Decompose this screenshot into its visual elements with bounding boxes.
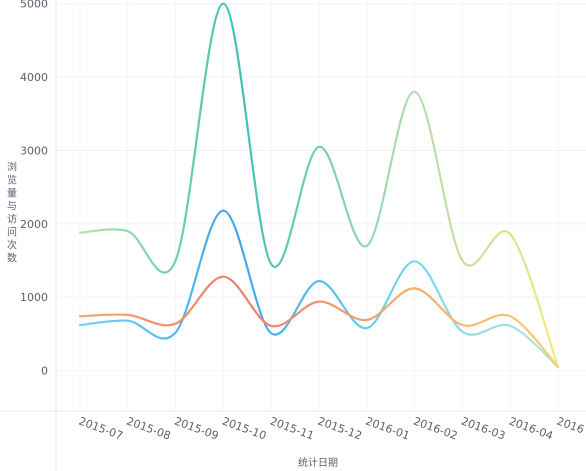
y-tick-label: 4000 <box>20 71 48 84</box>
x-tick-label: 2015-09 <box>173 415 221 443</box>
y-axis-title-char: 数 <box>7 252 17 265</box>
grid-lines <box>56 0 586 411</box>
x-tick-label: 2015-12 <box>316 415 364 443</box>
x-tick-label: 2015-08 <box>125 415 173 443</box>
x-axis-title: 统计日期 <box>298 456 338 469</box>
y-tick-label: 3000 <box>20 144 48 157</box>
y-tick-label: 0 <box>41 365 48 378</box>
x-tick-label: 2016-03 <box>459 415 507 443</box>
series-line-1 <box>78 2 560 369</box>
y-axis-title-char: 浏 <box>7 161 17 174</box>
x-tick-label: 2016-02 <box>412 415 460 443</box>
x-tick-label: 2015-10 <box>220 415 268 443</box>
y-axis-title-char: 问 <box>7 226 17 239</box>
y-tick-label: 5000 <box>20 0 48 11</box>
y-tick-label: 2000 <box>20 218 48 231</box>
series-line-3 <box>78 275 560 369</box>
x-tick-label: 2015-07 <box>77 415 125 443</box>
x-tick-labels: 2015-07 2015-08 2015-09 2015-10 2015-11 2015-… <box>77 415 586 443</box>
y-tick-label: 1000 <box>20 291 48 304</box>
x-tick-label: 2015-11 <box>268 415 316 443</box>
y-axis-title-char: 与 <box>7 201 17 213</box>
y-axis-title-char: 览 <box>7 174 17 187</box>
y-tick-labels: 0 1000 2000 3000 4000 5000 <box>20 0 48 378</box>
series-lines <box>78 2 560 369</box>
x-tick-label: 2016-01 <box>364 415 412 443</box>
y-axis-title-char: 次 <box>7 239 17 252</box>
x-tick-label: 2016-04 <box>507 415 555 443</box>
series-line-2 <box>78 209 560 369</box>
y-axis-title-char: 访 <box>7 214 17 226</box>
x-tick-label: 2016 <box>555 415 586 437</box>
y-axis-title-char: 量 <box>7 188 17 200</box>
